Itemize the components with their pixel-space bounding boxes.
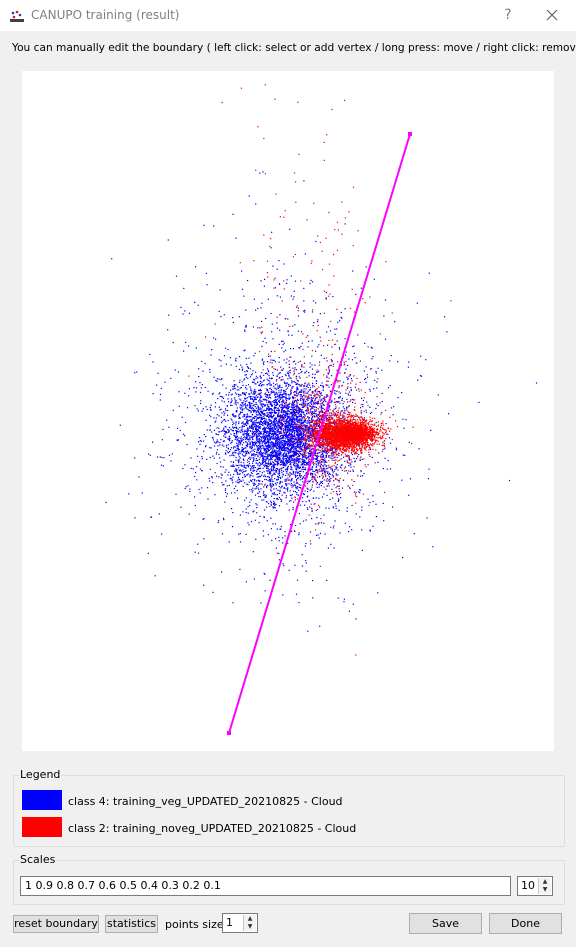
boundary-vertex-bottom[interactable] <box>227 731 231 735</box>
legend-swatch-class-4 <box>22 790 62 810</box>
statistics-button[interactable]: statistics <box>105 915 158 933</box>
spin-down-icon[interactable]: ▼ <box>247 923 253 930</box>
window-title: CANUPO training (result) <box>31 8 180 22</box>
legend-label-class-4: class 4: training_veg_UPDATED_20210825 -… <box>68 795 343 808</box>
title-bar: CANUPO training (result) ? <box>0 0 576 31</box>
spin-up-icon[interactable]: ▲ <box>542 878 548 885</box>
legend-group <box>13 775 565 847</box>
class-4-points <box>105 171 538 632</box>
done-button[interactable]: Done <box>489 913 562 934</box>
save-button[interactable]: Save <box>409 913 482 934</box>
training-plot[interactable] <box>22 71 554 751</box>
boundary-line[interactable] <box>228 133 411 734</box>
scales-group <box>13 860 565 905</box>
instructions-text: You can manually edit the boundary ( lef… <box>12 42 576 54</box>
legend-title: Legend <box>19 768 62 781</box>
close-button[interactable] <box>540 4 564 26</box>
boundary-vertex-top[interactable] <box>408 132 412 136</box>
points-size-value: 1 <box>226 916 233 929</box>
reset-boundary-button[interactable]: reset boundary <box>13 915 99 933</box>
class-2-points <box>188 84 452 656</box>
spin-down-icon[interactable]: ▼ <box>542 886 548 893</box>
points-size-spinbox[interactable]: 1 ▲ ▼ <box>222 913 258 933</box>
scales-input[interactable]: 1 0.9 0.8 0.7 0.6 0.5 0.4 0.3 0.2 0.1 <box>20 876 511 896</box>
scales-title: Scales <box>19 853 57 866</box>
close-icon <box>546 9 558 21</box>
scales-count-value: 10 <box>521 879 535 892</box>
legend-swatch-class-2 <box>22 817 62 837</box>
plot-canvas[interactable] <box>22 71 554 751</box>
spin-up-icon[interactable]: ▲ <box>247 915 253 922</box>
spin-arrows[interactable]: ▲ ▼ <box>243 915 256 931</box>
spin-arrows[interactable]: ▲ ▼ <box>538 878 551 894</box>
canupo-app-icon <box>9 8 25 24</box>
scales-count-spinbox[interactable]: 10 ▲ ▼ <box>517 876 553 896</box>
legend-label-class-2: class 2: training_noveg_UPDATED_20210825… <box>68 822 357 835</box>
points-size-label: points size <box>165 918 224 931</box>
help-button[interactable]: ? <box>504 7 512 23</box>
